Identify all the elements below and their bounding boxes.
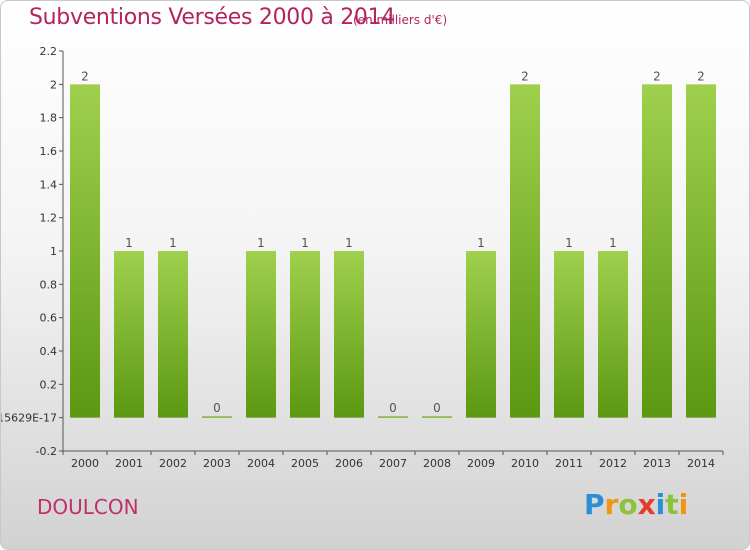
- data-label-2010: 2: [521, 69, 529, 83]
- data-label-2006: 1: [345, 236, 353, 250]
- y-tick-label: -1.15629E-17: [1, 412, 57, 425]
- x-tick-label: 2004: [247, 457, 275, 470]
- x-tick-label: 2007: [379, 457, 407, 470]
- y-tick-label: 0.2: [40, 378, 58, 391]
- data-labels: 2 1 1 0 1 1 1 0 0 1 2 1 1 2 2: [81, 69, 705, 415]
- data-label-2011: 1: [565, 236, 573, 250]
- data-label-2002: 1: [169, 236, 177, 250]
- y-tick-label: 0.4: [40, 345, 58, 358]
- x-tick-label: 2000: [71, 457, 99, 470]
- x-tick-label: 2011: [555, 457, 583, 470]
- bar-2006: [334, 251, 364, 418]
- data-label-2000: 2: [81, 69, 89, 83]
- bar-2008: [422, 416, 452, 418]
- bar-2005: [290, 251, 320, 418]
- bar-2010: [510, 84, 540, 418]
- commune-name: DOULCON: [37, 495, 139, 519]
- data-label-2012: 1: [609, 236, 617, 250]
- bar-2000: [70, 84, 100, 418]
- y-tick-label: 1: [50, 245, 57, 258]
- data-label-2007: 0: [389, 401, 397, 415]
- proxiti-logo: Proxiti: [584, 488, 688, 521]
- y-tick-label: 1.8: [40, 112, 58, 125]
- x-tick-label: 2008: [423, 457, 451, 470]
- data-label-2001: 1: [125, 236, 133, 250]
- y-tick-label: 0.8: [40, 278, 58, 291]
- data-label-2013: 2: [653, 69, 661, 83]
- x-tick-label: 2001: [115, 457, 143, 470]
- data-label-2008: 0: [433, 401, 441, 415]
- logo-letter: x: [637, 488, 656, 521]
- bar-2009: [466, 251, 496, 418]
- logo-letter: t: [665, 488, 679, 521]
- y-tick-label: 2: [50, 78, 57, 91]
- logo-letter: o: [618, 488, 638, 521]
- data-label-2005: 1: [301, 236, 309, 250]
- data-label-2014: 2: [697, 69, 705, 83]
- chart-title: Subventions Versées 2000 à 2014: [29, 5, 396, 30]
- y-tick-label: 1.4: [40, 178, 58, 191]
- y-tick-label: 0.6: [40, 312, 58, 325]
- x-tick-label: 2012: [599, 457, 627, 470]
- logo-letter: i: [678, 488, 689, 521]
- y-tick-label: -0.2: [36, 445, 57, 458]
- axes: -0.2 -1.15629E-17 0.2 0.4 0.6 0.8 1 1.2 1.4 1.6 1.…: [1, 45, 724, 470]
- bar-2004: [246, 251, 276, 418]
- bar-2002: [158, 251, 188, 418]
- logo-letter: i: [655, 488, 666, 521]
- x-tick-label: 2009: [467, 457, 495, 470]
- y-tick-label: 1.6: [40, 145, 58, 158]
- data-label-2003: 0: [213, 401, 221, 415]
- x-tick-label: 2003: [203, 457, 231, 470]
- x-tick-label: 2013: [643, 457, 671, 470]
- bar-2001: [114, 251, 144, 418]
- x-tick-label: 2005: [291, 457, 319, 470]
- bar-2011: [554, 251, 584, 418]
- bar-2014: [686, 84, 716, 418]
- bars: [70, 84, 716, 418]
- chart-subtitle: (en milliers d'€): [353, 13, 448, 27]
- bar-2007: [378, 416, 408, 418]
- x-tick-label: 2002: [159, 457, 187, 470]
- x-tick-label: 2014: [687, 457, 715, 470]
- logo-letter: P: [584, 488, 605, 521]
- y-tick-label: 1.2: [40, 212, 58, 225]
- logo-letter: r: [604, 488, 619, 521]
- data-label-2009: 1: [477, 236, 485, 250]
- x-tick-label: 2010: [511, 457, 539, 470]
- bar-2003: [202, 416, 232, 418]
- bar-2012: [598, 251, 628, 418]
- x-tick-label: 2006: [335, 457, 363, 470]
- bar-2013: [642, 84, 672, 418]
- data-label-2004: 1: [257, 236, 265, 250]
- y-tick-label: 2.2: [40, 45, 58, 58]
